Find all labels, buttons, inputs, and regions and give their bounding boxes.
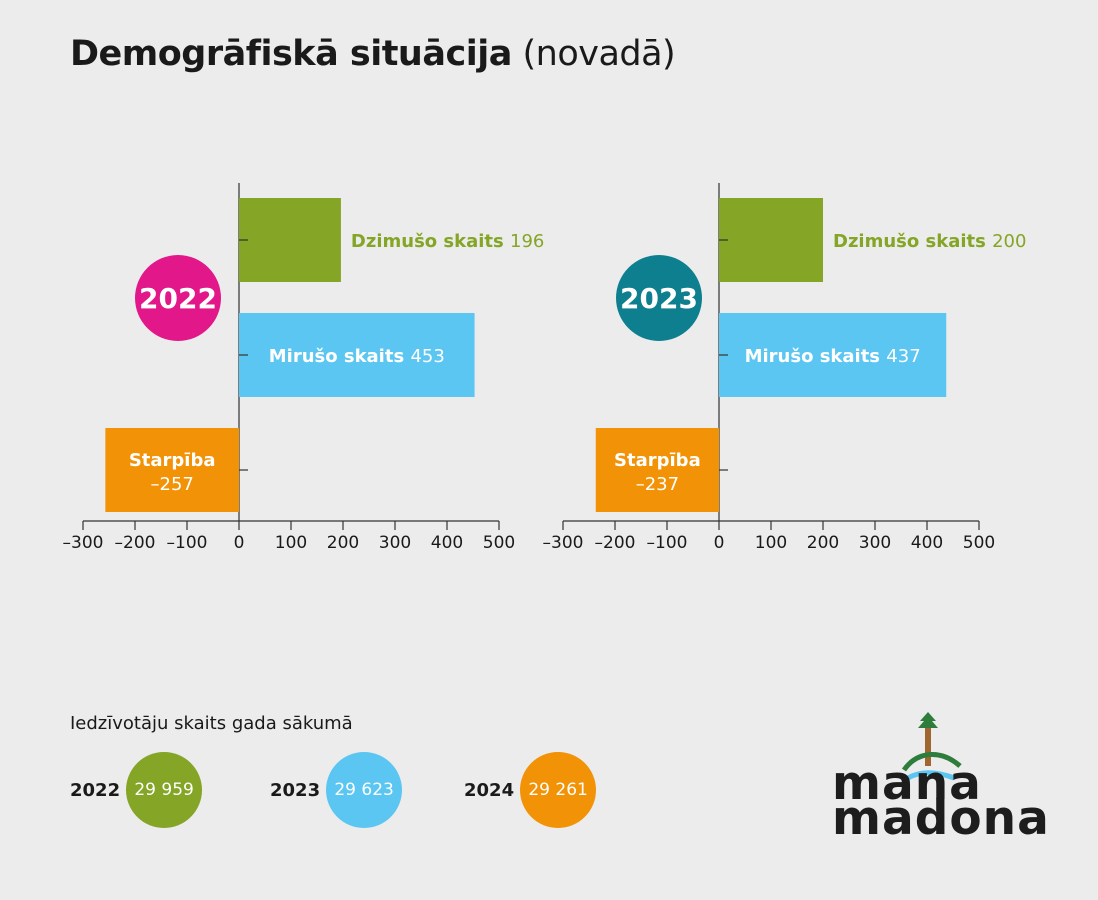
bar-difference — [595, 428, 719, 512]
population-value-badge: 29 623 — [326, 752, 403, 828]
x-tick-label: 300 — [859, 533, 891, 553]
x-tick-label: 200 — [807, 533, 839, 553]
x-tick-label: 100 — [275, 533, 307, 553]
x-tick-label: 400 — [431, 533, 463, 553]
year-badge — [616, 255, 702, 341]
population-item-2024: 2024 29 261 — [464, 752, 597, 828]
label-births: Dzimušo skaits 200 — [833, 231, 1026, 252]
x-tick-label: –300 — [63, 533, 104, 553]
x-tick-label: –200 — [115, 533, 156, 553]
population-year: 2024 — [464, 779, 515, 801]
logo-line1: mana — [832, 756, 982, 811]
bar-difference — [105, 428, 239, 512]
population-item-2022: 2022 29 959 — [70, 752, 203, 828]
x-tick-label: 400 — [911, 533, 943, 553]
label-difference: Starpība — [614, 450, 701, 471]
x-tick-label: 500 — [963, 533, 995, 553]
x-tick-label: –300 — [543, 533, 584, 553]
logo-tree-icon — [901, 712, 962, 781]
label-deaths: Mirušo skaits 453 — [269, 346, 445, 367]
logo-line2: madona — [832, 791, 1050, 846]
bar-deaths — [239, 313, 475, 397]
bar-deaths — [719, 313, 947, 397]
label-difference-value: –237 — [636, 474, 679, 495]
population-value-badge: 29 261 — [520, 752, 597, 828]
population-year: 2023 — [270, 779, 321, 801]
x-tick-label: 500 — [483, 533, 515, 553]
mana-madona-logo: mana madona — [826, 712, 1049, 842]
year-badge — [135, 255, 221, 341]
x-tick-label: 300 — [379, 533, 411, 553]
bar-charts: –300 –200 –100 0 100 200 300 400 500 Dzimušo skai… — [63, 183, 1026, 553]
label-deaths: Mirušo skaits 437 — [745, 346, 921, 367]
population-year: 2022 — [70, 779, 121, 801]
year-badge-label: 2023 — [620, 282, 698, 315]
x-tick-label: 100 — [755, 533, 787, 553]
x-tick-label: 200 — [327, 533, 359, 553]
x-tick-label: –100 — [167, 533, 208, 553]
population-value-badge: 29 959 — [126, 752, 203, 828]
x-tick-label: 0 — [234, 533, 245, 553]
x-tick-label: –200 — [595, 533, 636, 553]
population-label: Iedzīvotāju skaits gada sākumā — [70, 713, 353, 734]
label-births: Dzimušo skaits 196 — [351, 231, 544, 252]
label-difference: Starpība — [129, 450, 216, 471]
year-badge-label: 2022 — [139, 282, 217, 315]
x-tick-label: –100 — [647, 533, 688, 553]
title-main: Demogrāfiskā situācija — [70, 34, 512, 74]
population-item-2023: 2023 29 623 — [270, 752, 403, 828]
population-list: 2022 29 959 2023 29 623 2024 29 261 — [0, 752, 760, 832]
x-tick-label: 0 — [714, 533, 725, 553]
page-title: Demogrāfiskā situācija (novadā) — [70, 34, 676, 74]
label-difference-value: –257 — [151, 474, 194, 495]
bar-births — [719, 198, 823, 282]
title-suffix: (novadā) — [522, 34, 676, 74]
bar-births — [239, 198, 341, 282]
